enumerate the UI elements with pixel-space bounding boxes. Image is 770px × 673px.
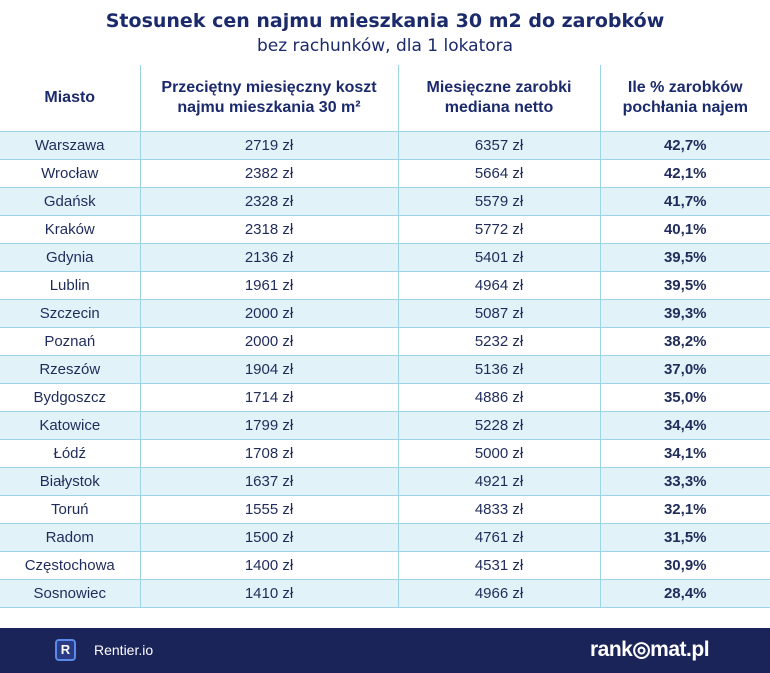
table-row: Bydgoszcz 1714 zł 4886 zł 35,0% xyxy=(0,382,770,412)
table-row: Katowice 1799 zł 5228 zł 34,4% xyxy=(0,410,770,440)
cell-rent: 2382 zł xyxy=(139,158,399,188)
cell-city: Częstochowa xyxy=(0,550,141,580)
header-rent: Przeciętny miesięczny koszt najmu mieszk… xyxy=(139,65,399,132)
table-row: Gdynia 2136 zł 5401 zł 39,5% xyxy=(0,242,770,272)
cell-share: 32,1% xyxy=(599,494,770,524)
table-row: Toruń 1555 zł 4833 zł 32,1% xyxy=(0,494,770,524)
header-city: Miasto xyxy=(0,65,141,132)
table-row: Białystok 1637 zł 4921 zł 33,3% xyxy=(0,466,770,496)
cell-share: 42,7% xyxy=(599,130,770,160)
table-row: Lublin 1961 zł 4964 zł 39,5% xyxy=(0,270,770,300)
rentier-brand: Rentier.io xyxy=(94,642,154,658)
cell-share: 34,1% xyxy=(599,438,770,468)
cell-share: 38,2% xyxy=(599,326,770,356)
cell-rent: 2000 zł xyxy=(139,298,399,328)
cell-city: Gdynia xyxy=(0,242,141,272)
cell-rent: 1400 zł xyxy=(139,550,399,580)
cell-rent: 1904 zł xyxy=(139,354,399,384)
cell-share: 40,1% xyxy=(599,214,770,244)
table-row: Częstochowa 1400 zł 4531 zł 30,9% xyxy=(0,550,770,580)
cell-rent: 1708 zł xyxy=(139,438,399,468)
data-table: Miasto Przeciętny miesięczny koszt najmu… xyxy=(0,65,770,608)
cell-city: Łódź xyxy=(0,438,141,468)
cell-share: 31,5% xyxy=(599,522,770,552)
cell-city: Radom xyxy=(0,522,141,552)
table-row: Szczecin 2000 zł 5087 zł 39,3% xyxy=(0,298,770,328)
cell-share: 39,3% xyxy=(599,298,770,328)
cell-salary: 5579 zł xyxy=(397,186,601,216)
table-row: Sosnowiec 1410 zł 4966 zł 28,4% xyxy=(0,578,770,608)
cell-city: Warszawa xyxy=(0,130,141,160)
cell-salary: 5228 zł xyxy=(397,410,601,440)
table-row: Gdańsk 2328 zł 5579 zł 41,7% xyxy=(0,186,770,216)
cell-city: Kraków xyxy=(0,214,141,244)
header-row: Miasto Przeciętny miesięczny koszt najmu… xyxy=(0,65,770,132)
cell-salary: 4833 zł xyxy=(397,494,601,524)
cell-salary: 5232 zł xyxy=(397,326,601,356)
cell-rent: 2000 zł xyxy=(139,326,399,356)
cell-share: 39,5% xyxy=(599,242,770,272)
cell-salary: 5136 zł xyxy=(397,354,601,384)
cell-salary: 5401 zł xyxy=(397,242,601,272)
cell-salary: 4886 zł xyxy=(397,382,601,412)
cell-salary: 4964 zł xyxy=(397,270,601,300)
cell-city: Wrocław xyxy=(0,158,141,188)
cell-salary: 4921 zł xyxy=(397,466,601,496)
cell-salary: 5772 zł xyxy=(397,214,601,244)
cell-city: Katowice xyxy=(0,410,141,440)
cell-rent: 1637 zł xyxy=(139,466,399,496)
table-row: Wrocław 2382 zł 5664 zł 42,1% xyxy=(0,158,770,188)
cell-share: 28,4% xyxy=(599,578,770,608)
table-body: Warszawa 2719 zł 6357 zł 42,7% Wrocław 2382 z… xyxy=(0,130,770,608)
cell-rent: 1714 zł xyxy=(139,382,399,412)
cell-salary: 4966 zł xyxy=(397,578,601,608)
cell-city: Sosnowiec xyxy=(0,578,141,608)
header-salary: Miesięczne zarobki mediana netto xyxy=(397,65,601,132)
cell-city: Białystok xyxy=(0,466,141,496)
footer-bar: R Rentier.io rank◎mat.pl xyxy=(0,628,770,673)
cell-share: 30,9% xyxy=(599,550,770,580)
chart-title: Stosunek cen najmu mieszkania 30 m2 do z… xyxy=(105,10,665,32)
cell-city: Bydgoszcz xyxy=(0,382,141,412)
cell-rent: 2719 zł xyxy=(139,130,399,160)
chart-subtitle: bez rachunków, dla 1 lokatora xyxy=(256,36,514,56)
cell-share: 39,5% xyxy=(599,270,770,300)
table-row: Poznań 2000 zł 5232 zł 38,2% xyxy=(0,326,770,356)
header-share: Ile % zarobków pochłania najem xyxy=(599,65,770,132)
cell-share: 33,3% xyxy=(599,466,770,496)
table-row: Warszawa 2719 zł 6357 zł 42,7% xyxy=(0,130,770,160)
cell-share: 35,0% xyxy=(599,382,770,412)
cell-rent: 1500 zł xyxy=(139,522,399,552)
cell-salary: 5087 zł xyxy=(397,298,601,328)
cell-rent: 2136 zł xyxy=(139,242,399,272)
cell-salary: 5000 zł xyxy=(397,438,601,468)
cell-share: 41,7% xyxy=(599,186,770,216)
cell-rent: 1410 zł xyxy=(139,578,399,608)
cell-rent: 1961 zł xyxy=(139,270,399,300)
cell-share: 37,0% xyxy=(599,354,770,384)
rentier-logo-icon: R xyxy=(55,639,76,661)
table-row: Kraków 2318 zł 5772 zł 40,1% xyxy=(0,214,770,244)
table-row: Radom 1500 zł 4761 zł 31,5% xyxy=(0,522,770,552)
cell-rent: 1799 zł xyxy=(139,410,399,440)
cell-salary: 6357 zł xyxy=(397,130,601,160)
cell-city: Gdańsk xyxy=(0,186,141,216)
cell-city: Poznań xyxy=(0,326,141,356)
cell-city: Lublin xyxy=(0,270,141,300)
cell-city: Rzeszów xyxy=(0,354,141,384)
cell-city: Toruń xyxy=(0,494,141,524)
cell-salary: 5664 zł xyxy=(397,158,601,188)
cell-rent: 2328 zł xyxy=(139,186,399,216)
table-row: Rzeszów 1904 zł 5136 zł 37,0% xyxy=(0,354,770,384)
table-row: Łódź 1708 zł 5000 zł 34,1% xyxy=(0,438,770,468)
cell-city: Szczecin xyxy=(0,298,141,328)
cell-rent: 1555 zł xyxy=(139,494,399,524)
cell-share: 42,1% xyxy=(599,158,770,188)
cell-salary: 4761 zł xyxy=(397,522,601,552)
cell-share: 34,4% xyxy=(599,410,770,440)
cell-rent: 2318 zł xyxy=(139,214,399,244)
rankomat-logo: rank◎mat.pl xyxy=(590,638,710,661)
cell-salary: 4531 zł xyxy=(397,550,601,580)
